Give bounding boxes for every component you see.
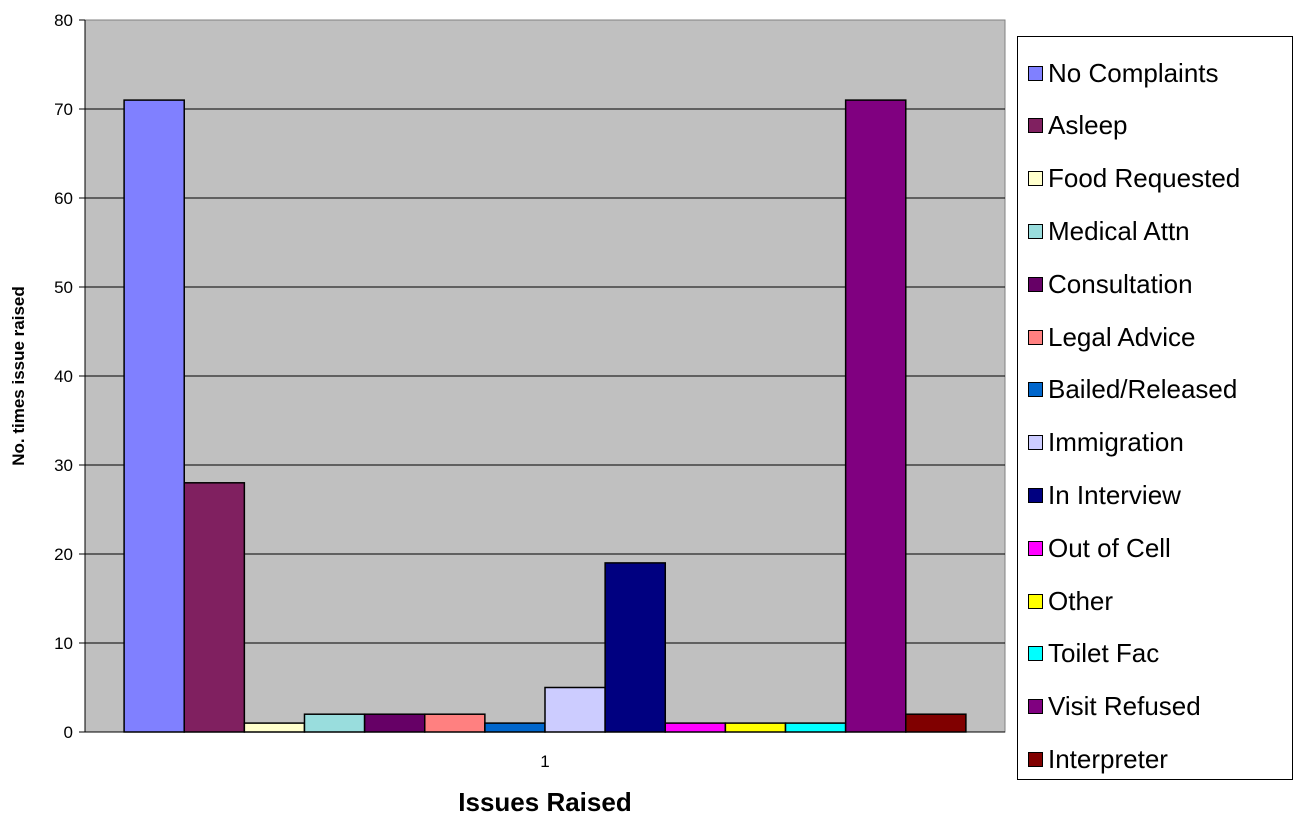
legend-label: Toilet Fac: [1048, 638, 1160, 669]
legend-label: Consultation: [1048, 268, 1193, 299]
legend-item: Out of Cell: [1028, 532, 1171, 564]
legend-swatch: [1028, 329, 1043, 345]
bar-in-interview: [604, 562, 667, 733]
legend-item: Medical Attn: [1028, 215, 1190, 247]
legend-item: Bailed/Released: [1028, 374, 1237, 406]
bars: [123, 99, 967, 733]
legend-label: Food Requested: [1048, 163, 1241, 194]
legend-item: Other: [1028, 585, 1113, 617]
legend-item: Food Requested: [1028, 163, 1240, 195]
legend-label: Other: [1048, 585, 1114, 616]
bar-bailed-released: [484, 722, 546, 733]
legend-label: Visit Refused: [1048, 691, 1201, 722]
legend-item: Visit Refused: [1028, 691, 1201, 723]
y-tick-label: 20: [54, 545, 73, 564]
legend: No Complaints Asleep Food Requested Medical…: [1017, 36, 1293, 780]
legend-item: Immigration: [1028, 427, 1184, 459]
y-tick-label: 40: [54, 367, 73, 386]
legend-label: Out of Cell: [1048, 532, 1171, 563]
y-tick-label: 50: [54, 278, 73, 297]
bar-consultation: [363, 713, 426, 733]
axes: 0 10 20 30 40 50 60 70 80 1: [54, 11, 1005, 771]
legend-label: Medical Attn: [1048, 215, 1190, 246]
legend-label: Asleep: [1048, 110, 1128, 141]
legend-swatch: [1028, 699, 1043, 715]
bar-asleep: [183, 482, 246, 733]
legend-swatch: [1028, 487, 1043, 503]
y-tick-label: 80: [54, 11, 73, 30]
bar-toilet-fac: [784, 722, 847, 733]
legend-swatch: [1028, 646, 1043, 662]
bar-visit-refused: [844, 99, 907, 733]
legend-swatch: [1028, 540, 1043, 556]
legend-item: No Complaints: [1028, 57, 1219, 89]
legend-label: Interpreter: [1048, 743, 1168, 774]
bar-other: [724, 722, 787, 733]
y-tick-label: 30: [54, 456, 73, 475]
legend-item: In Interview: [1028, 479, 1181, 511]
bar-food-requested: [243, 722, 306, 733]
x-tick-label: 1: [540, 752, 549, 771]
legend-item: Toilet Fac: [1028, 638, 1159, 670]
bar-medical-attn: [303, 713, 366, 733]
legend-item: Asleep: [1028, 110, 1128, 142]
y-tick-label: 0: [64, 723, 73, 742]
legend-swatch: [1028, 435, 1043, 451]
legend-swatch: [1028, 276, 1043, 292]
bar-immigration: [544, 686, 606, 733]
bar-out-of-cell: [664, 722, 727, 733]
legend-label: No Complaints: [1048, 57, 1219, 88]
legend-swatch: [1028, 118, 1043, 134]
legend-label: Bailed/Released: [1048, 374, 1238, 405]
y-axis-label: No. times issue raised: [9, 286, 28, 466]
y-tick-label: 60: [54, 189, 73, 208]
legend-label: Legal Advice: [1048, 321, 1196, 352]
legend-label: In Interview: [1048, 479, 1181, 510]
legend-swatch: [1028, 223, 1043, 239]
legend-swatch: [1028, 593, 1043, 609]
legend-item: Interpreter: [1028, 743, 1168, 775]
bar-interpreter: [905, 713, 967, 733]
legend-item: Legal Advice: [1028, 321, 1195, 353]
y-tick-label: 10: [54, 634, 73, 653]
legend-swatch: [1028, 751, 1043, 767]
x-axis-label: Issues Raised: [458, 787, 632, 817]
y-tick-label: 70: [54, 100, 73, 119]
legend-swatch: [1028, 65, 1043, 81]
legend-label: Immigration: [1048, 427, 1184, 458]
bar-no-complaints: [123, 99, 185, 733]
bar-legal-advice: [423, 713, 486, 733]
legend-swatch: [1028, 382, 1043, 398]
legend-item: Consultation: [1028, 268, 1193, 300]
legend-swatch: [1028, 171, 1043, 187]
